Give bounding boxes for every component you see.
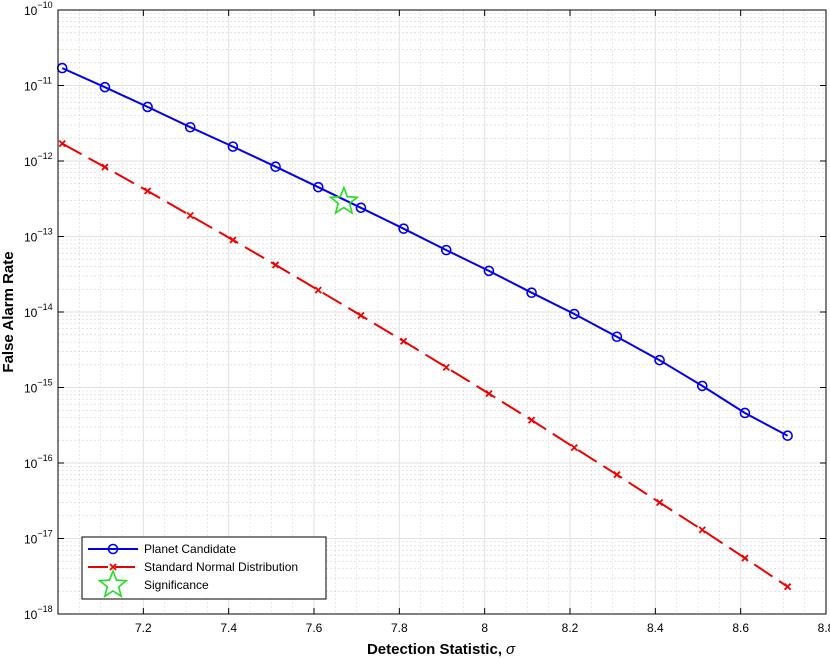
legend-marker-standard-normal: [109, 563, 117, 571]
y-tick-label: 10−11: [24, 76, 52, 94]
significance-star: [328, 185, 360, 215]
y-tick-label: 10−14: [24, 302, 53, 320]
data-point-planet-candidate: [56, 62, 68, 74]
legend-marker-planet-candidate: [107, 543, 119, 555]
x-tick-label: 8.4: [647, 621, 664, 635]
data-point-standard-normal: [314, 286, 322, 294]
x-tick-label: 7.2: [135, 621, 152, 635]
data-point-standard-normal: [613, 471, 621, 479]
x-tick-label: 8.8: [818, 621, 830, 635]
x-tick-label: 8: [481, 621, 488, 635]
data-point-standard-normal: [399, 337, 408, 345]
grid: [58, 9, 827, 615]
y-tick-label: 10−13: [24, 227, 53, 245]
legend-label-significance: Significance: [144, 578, 209, 592]
y-tick-label-exponent: −17: [37, 529, 52, 539]
data-point-planet-candidate: [398, 223, 409, 234]
legend-label-standard-normal: Standard Normal Distribution: [144, 560, 298, 574]
y-tick-label-base: 10: [24, 155, 38, 169]
legend-label-planet-candidate: Planet Candidate: [144, 542, 236, 556]
data-point-standard-normal: [357, 311, 365, 320]
y-tick-label-exponent: −15: [37, 378, 52, 388]
data-point-planet-candidate: [227, 141, 239, 152]
y-tick-label-base: 10: [24, 4, 38, 18]
data-point-planet-candidate: [696, 380, 708, 392]
y-axis-title: False Alarm Rate: [0, 251, 17, 372]
data-point-standard-normal: [186, 211, 194, 220]
y-tick-label: 10−10: [24, 0, 53, 18]
x-tick-label: 8.6: [732, 621, 749, 635]
data-point-standard-normal: [143, 187, 152, 195]
data-point-planet-candidate: [739, 407, 751, 419]
data-point-planet-candidate: [440, 244, 452, 256]
data-point-standard-normal: [655, 498, 664, 507]
x-tick-label: 7.8: [391, 621, 408, 635]
x-axis-sigma-symbol: σ: [506, 641, 516, 658]
legend: Planet Candidate Standard Normal Distrib…: [81, 536, 327, 600]
data-point-planet-candidate: [184, 121, 196, 133]
y-tick-label-exponent: −10: [37, 0, 52, 10]
series-line-1: [61, 142, 789, 588]
y-tick-label: 10−18: [24, 604, 53, 622]
x-tick-label: 8.2: [562, 621, 579, 635]
y-tick-label-exponent: −18: [37, 604, 52, 614]
y-tick-label-exponent: −16: [37, 453, 52, 463]
data-point-standard-normal: [741, 554, 749, 562]
data-point-planet-candidate: [270, 161, 281, 173]
data-point-planet-candidate: [142, 101, 153, 113]
y-tick-label-exponent: −11: [37, 76, 52, 86]
y-tick-label-base: 10: [24, 80, 38, 94]
tick-labels: 7.27.47.67.888.28.48.68.810−1010−1110−12…: [24, 0, 830, 635]
data-point-planet-candidate: [99, 81, 111, 93]
data-point-standard-normal: [271, 261, 280, 269]
data-point-standard-normal: [485, 389, 493, 398]
y-tick-label-exponent: −13: [37, 227, 52, 237]
y-tick-label: 10−17: [24, 529, 53, 547]
data-point-standard-normal: [229, 236, 237, 244]
y-tick-label-base: 10: [24, 382, 38, 396]
y-tick-label: 10−16: [24, 453, 53, 471]
data-point-standard-normal: [570, 443, 578, 452]
y-tick-label-base: 10: [24, 608, 38, 622]
data-point-planet-candidate: [312, 181, 324, 193]
y-tick-label-base: 10: [24, 231, 38, 245]
data-point-standard-normal: [58, 139, 66, 148]
data-point-planet-candidate: [483, 265, 495, 277]
y-tick-label-base: 10: [24, 306, 38, 320]
y-tick-label-base: 10: [24, 533, 38, 547]
x-tick-label: 7.4: [220, 621, 237, 635]
y-tick-label-exponent: −14: [37, 302, 52, 312]
axes: [57, 9, 827, 615]
y-tick-label-base: 10: [24, 457, 38, 471]
y-tick-label: 10−15: [24, 378, 53, 396]
series-layer: [56, 62, 793, 591]
data-point-planet-candidate: [782, 430, 793, 441]
x-axis-title: Detection Statistic, σ: [367, 641, 516, 658]
x-axis-title-text: Detection Statistic,: [367, 641, 502, 658]
y-tick-label-exponent: −12: [37, 151, 52, 161]
data-point-standard-normal: [101, 163, 109, 171]
data-point-standard-normal: [527, 416, 536, 424]
data-point-standard-normal: [783, 583, 792, 591]
data-point-planet-candidate: [654, 354, 665, 366]
series-line-0: [61, 67, 789, 437]
data-point-planet-candidate: [355, 202, 367, 214]
y-tick-label: 10−12: [24, 151, 53, 169]
data-point-planet-candidate: [526, 287, 537, 299]
data-point-standard-normal: [442, 363, 450, 371]
data-point-standard-normal: [698, 526, 706, 534]
data-point-planet-candidate: [611, 331, 623, 343]
x-tick-label: 7.6: [306, 621, 323, 635]
legend-marker-significance: [97, 568, 129, 599]
data-point-planet-candidate: [568, 308, 580, 320]
